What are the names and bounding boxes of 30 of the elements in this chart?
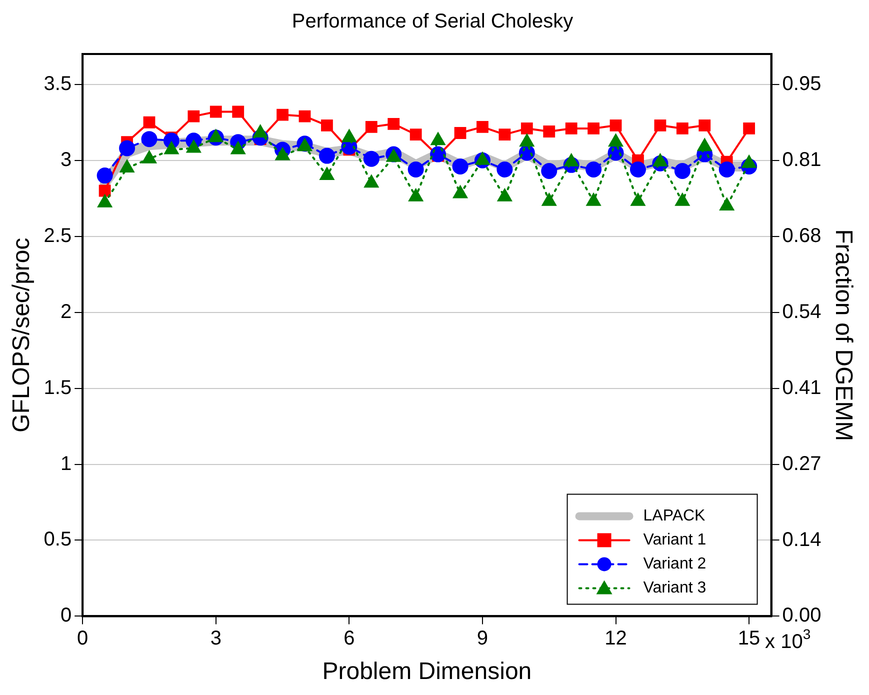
x-tick-label: 3 xyxy=(210,628,222,650)
y-tick-label: 3.5 xyxy=(44,72,72,95)
y-axis-title: GFLOPS/sec/proc xyxy=(8,238,36,432)
x-tick-label: 15 xyxy=(738,628,760,650)
y2-tick-label: 0.68 xyxy=(782,224,822,247)
x-tick-label: 0 xyxy=(77,628,88,650)
y2-tick-label: 0.27 xyxy=(782,452,822,475)
legend-label: Variant 2 xyxy=(643,556,706,573)
legend-label: Variant 1 xyxy=(643,532,706,549)
y2-tick-label: 0.95 xyxy=(782,72,822,95)
x-tick-label: 12 xyxy=(604,628,627,650)
y2-tick-label: 0.14 xyxy=(782,528,822,551)
y-tick-label: 2.5 xyxy=(44,224,72,247)
legend-label: Variant 3 xyxy=(643,580,706,597)
y-tick-label: 2 xyxy=(60,300,72,323)
x-tick-label: 6 xyxy=(344,628,355,650)
y-tick-label: 0.5 xyxy=(44,528,72,551)
x-axis-title: Problem Dimension xyxy=(322,658,532,686)
y2-tick-label: 0.00 xyxy=(782,604,822,627)
y-tick-label: 1.5 xyxy=(44,376,72,399)
y-tick-label: 1 xyxy=(60,452,72,475)
y-tick-label: 3 xyxy=(60,148,72,171)
y2-tick-label: 0.41 xyxy=(782,376,822,399)
legend-label: LAPACK xyxy=(643,508,706,525)
y2-tick-label: 0.81 xyxy=(782,148,822,171)
chart-title: Performance of Serial Cholesky xyxy=(292,10,574,33)
y-tick-label: 0 xyxy=(60,604,72,627)
y2-tick-label: 0.54 xyxy=(782,300,822,323)
y2-axis-title: Fraction of DGEMM xyxy=(830,229,857,442)
x-tick-label: 9 xyxy=(476,628,488,650)
